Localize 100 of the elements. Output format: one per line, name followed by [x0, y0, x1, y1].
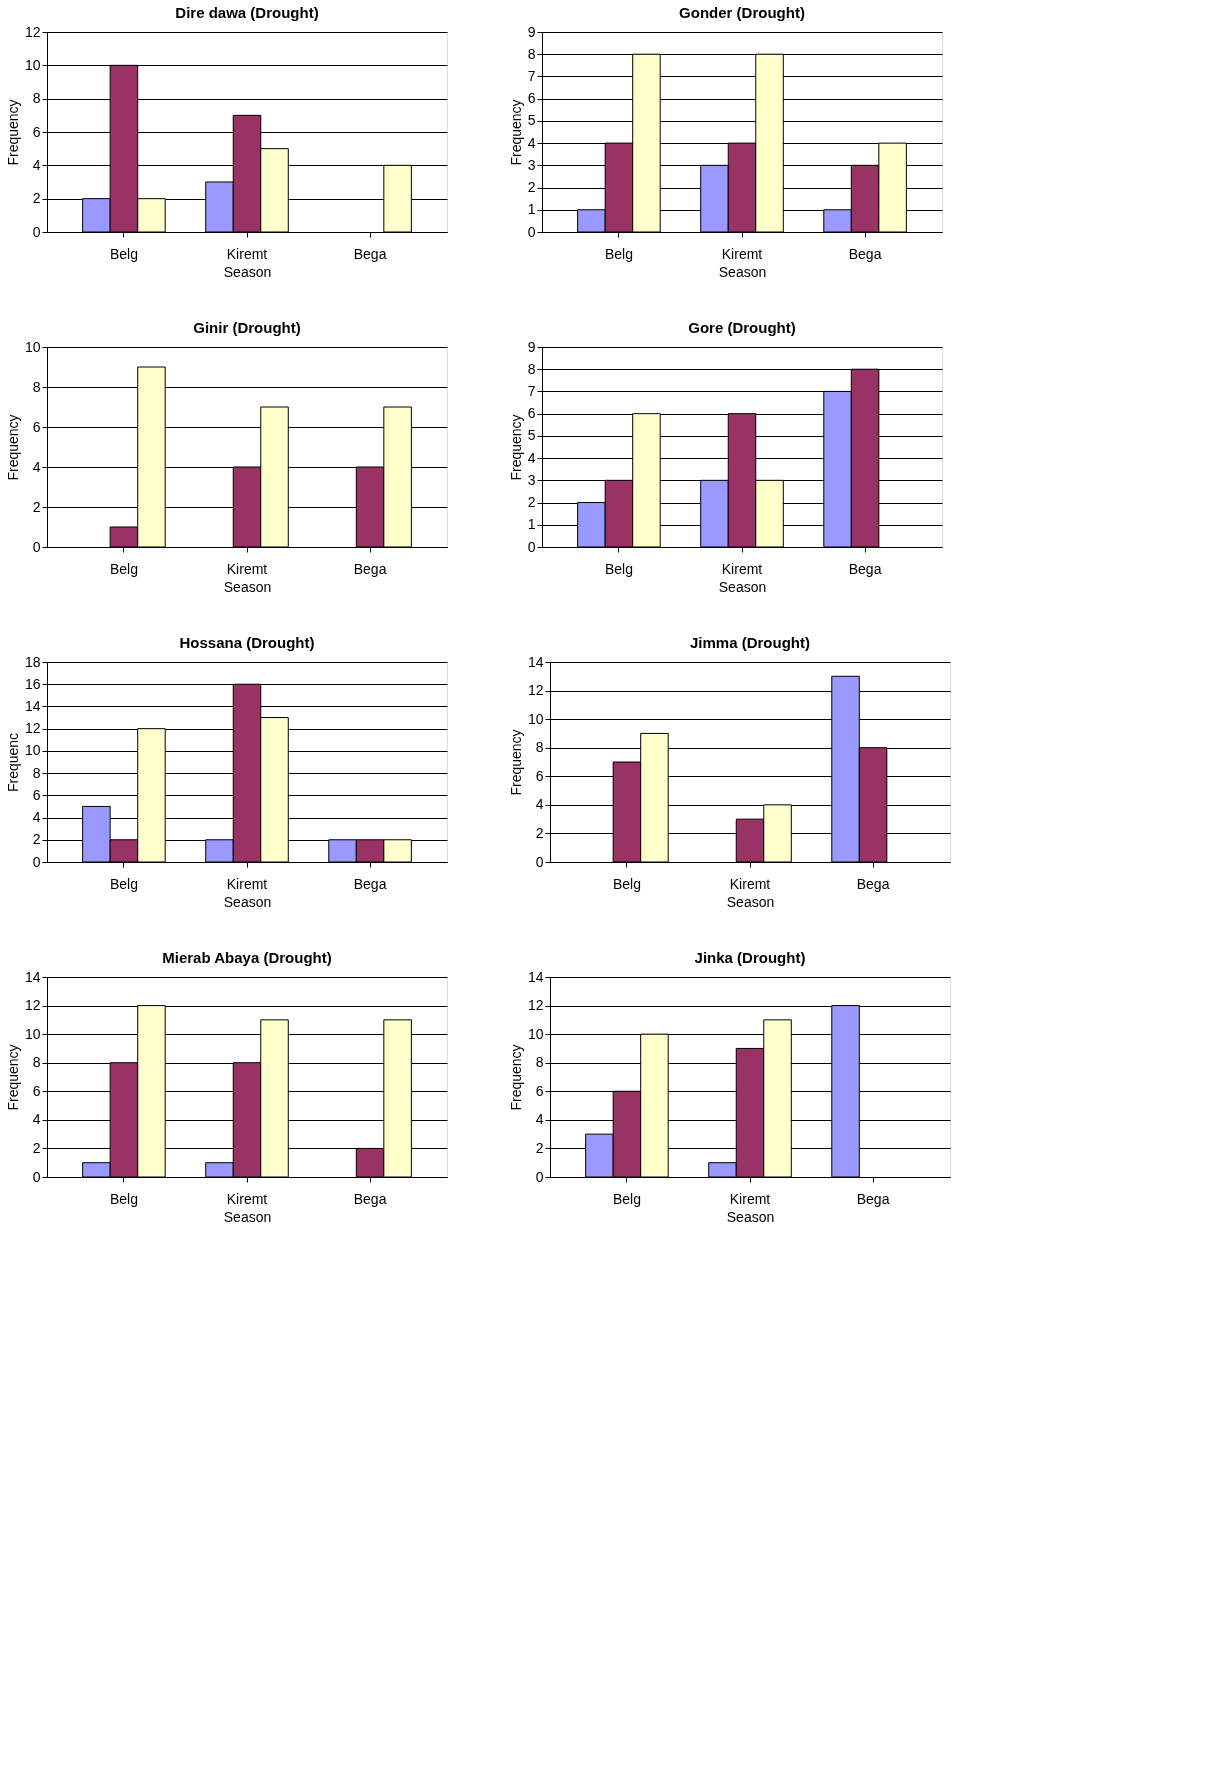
x-tick-label: Bega [353, 560, 387, 577]
x-tick-label: Bega [856, 875, 890, 892]
chart-title: Gonder (Drought) [679, 4, 805, 21]
x-axis-title: Season [726, 1208, 775, 1225]
y-tick-label: 6 [32, 123, 41, 140]
y-tick-label: 4 [32, 809, 41, 826]
y-tick-label: 2 [535, 824, 544, 841]
y-tick-label: 10 [24, 56, 41, 73]
x-axis-title: Season [718, 263, 767, 280]
y-tick-label: 12 [527, 997, 544, 1014]
y-tick-label: 0 [527, 223, 536, 240]
y-axis-title: Frequency [4, 1044, 21, 1111]
y-tick-label: 7 [527, 67, 536, 84]
y-tick-label: 0 [32, 223, 41, 240]
y-tick-label: 6 [527, 405, 536, 422]
y-tick-label: 0 [527, 538, 536, 555]
y-tick-label: 2 [32, 498, 41, 515]
chart-title: Hossana (Drought) [179, 634, 315, 651]
x-tick-label: Belg [604, 245, 633, 262]
y-tick-label: 8 [32, 90, 41, 107]
y-tick-label: 10 [24, 338, 41, 355]
y-tick-label: 12 [24, 23, 41, 40]
x-tick-label: Belg [612, 875, 641, 892]
y-tick-label: 10 [527, 710, 544, 727]
y-tick-label: 6 [32, 1082, 41, 1099]
y-tick-label: 12 [24, 997, 41, 1014]
y-tick-label: 2 [527, 179, 536, 196]
x-tick-label: Belg [109, 875, 138, 892]
y-tick-label: 4 [535, 1111, 544, 1128]
y-tick-label: 9 [527, 23, 536, 40]
y-axis-title: Frequency [4, 414, 21, 481]
x-tick-label: Kiremt [226, 875, 268, 892]
y-tick-label: 5 [527, 112, 536, 129]
y-tick-label: 8 [535, 1054, 544, 1071]
x-tick-label: Belg [109, 560, 138, 577]
y-tick-label: 8 [32, 1054, 41, 1071]
x-tick-label: Bega [353, 875, 387, 892]
chart-title: Ginir (Drought) [193, 319, 301, 336]
y-axis-title: Frequenc [4, 732, 21, 793]
y-tick-label: 8 [527, 360, 536, 377]
y-tick-label: 7 [527, 382, 536, 399]
y-tick-label: 4 [32, 1111, 41, 1128]
y-tick-label: 5 [527, 427, 536, 444]
chart-title: Mierab Abaya (Drought) [162, 949, 332, 966]
y-tick-label: 8 [535, 739, 544, 756]
y-tick-label: 4 [32, 458, 41, 475]
x-tick-label: Kiremt [729, 1190, 771, 1207]
y-tick-label: 3 [527, 156, 536, 173]
x-tick-label: Kiremt [729, 875, 771, 892]
y-tick-label: 4 [527, 134, 536, 151]
y-tick-label: 10 [24, 742, 41, 759]
y-tick-label: 6 [535, 767, 544, 784]
x-tick-label: Kiremt [226, 560, 268, 577]
x-tick-label: Belg [109, 1190, 138, 1207]
x-tick-label: Bega [848, 245, 882, 262]
y-tick-label: 0 [535, 853, 544, 870]
y-tick-label: 14 [527, 653, 544, 670]
y-tick-label: 10 [24, 1025, 41, 1042]
y-tick-label: 4 [535, 796, 544, 813]
x-axis-title: Season [223, 1208, 272, 1225]
chart-title: Jimma (Drought) [690, 634, 810, 651]
y-tick-label: 0 [535, 1168, 544, 1185]
y-tick-label: 8 [32, 378, 41, 395]
chart-title: Jinka (Drought) [694, 949, 806, 966]
x-tick-label: Kiremt [226, 1190, 268, 1207]
y-tick-label: 4 [527, 449, 536, 466]
y-tick-label: 1 [527, 201, 536, 218]
x-tick-label: Kiremt [721, 245, 763, 262]
y-tick-label: 2 [32, 190, 41, 207]
y-tick-label: 6 [535, 1082, 544, 1099]
y-tick-label: 2 [535, 1139, 544, 1156]
y-tick-label: 8 [32, 764, 41, 781]
y-tick-label: 0 [32, 538, 41, 555]
y-axis-title: Frequency [507, 99, 524, 166]
x-tick-label: Kiremt [721, 560, 763, 577]
y-tick-label: 14 [24, 697, 41, 714]
y-tick-label: 3 [527, 471, 536, 488]
y-tick-label: 6 [527, 90, 536, 107]
y-tick-label: 18 [24, 653, 41, 670]
x-axis-title: Season [223, 263, 272, 280]
x-tick-label: Belg [604, 560, 633, 577]
y-tick-label: 4 [32, 156, 41, 173]
y-tick-label: 10 [527, 1025, 544, 1042]
x-tick-label: Bega [848, 560, 882, 577]
x-axis-title: Season [718, 578, 767, 595]
y-tick-label: 14 [527, 968, 544, 985]
y-tick-label: 8 [527, 45, 536, 62]
y-axis-title: Frequency [507, 729, 524, 796]
y-tick-label: 14 [24, 968, 41, 985]
y-axis-title: Frequency [507, 414, 524, 481]
y-tick-label: 12 [24, 720, 41, 737]
y-tick-label: 9 [527, 338, 536, 355]
y-tick-label: 2 [32, 1139, 41, 1156]
x-axis-title: Season [726, 893, 775, 910]
y-tick-label: 2 [527, 494, 536, 511]
y-tick-label: 6 [32, 786, 41, 803]
y-tick-label: 2 [32, 831, 41, 848]
y-tick-label: 12 [527, 682, 544, 699]
chart-title: Gore (Drought) [688, 319, 796, 336]
x-tick-label: Bega [353, 245, 387, 262]
